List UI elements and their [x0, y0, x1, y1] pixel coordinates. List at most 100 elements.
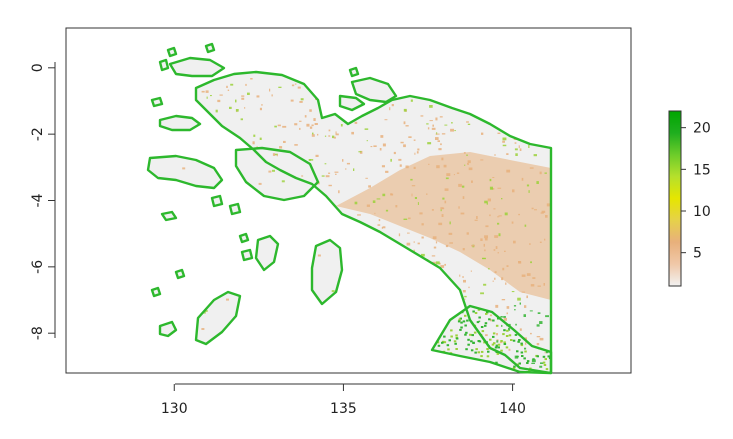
terrain-speckle — [297, 86, 301, 89]
terrain-speckle — [484, 238, 488, 241]
terrain-speckle — [543, 283, 545, 286]
terrain-speckle — [521, 177, 524, 181]
terrain-speckle — [463, 279, 466, 283]
small-island-outline — [348, 66, 360, 78]
terrain-speckle — [306, 123, 310, 127]
terrain-speckle — [226, 298, 229, 301]
terrain-speckle — [470, 340, 473, 343]
terrain-speckle — [419, 212, 423, 215]
terrain-speckle — [368, 185, 371, 188]
terrain-speckle — [480, 292, 484, 295]
terrain-speckle — [521, 355, 524, 357]
y-tick-label: 0 — [30, 63, 46, 72]
terrain-speckle — [468, 167, 473, 171]
terrain-speckle — [544, 358, 547, 361]
terrain-speckle — [444, 263, 446, 266]
kai-islands — [256, 236, 278, 270]
terrain-speckle — [241, 95, 245, 97]
terrain-speckle — [354, 121, 358, 124]
terrain-speckle — [462, 276, 464, 278]
terrain-speckle — [411, 193, 413, 197]
terrain-speckle — [460, 326, 463, 329]
terrain-speckle — [325, 175, 330, 178]
terrain-speckle — [503, 317, 507, 321]
terrain-speckle — [471, 334, 474, 337]
terrain-speckle — [472, 310, 475, 313]
terrain-speckle — [532, 358, 535, 361]
terrain-speckle — [407, 232, 410, 234]
terrain-speckle — [204, 309, 208, 312]
terrain-speckle — [309, 109, 312, 112]
terrain-speckle — [529, 310, 533, 312]
terrain-speckle — [333, 136, 336, 139]
terrain-speckle — [450, 335, 453, 338]
terrain-speckle — [482, 257, 485, 259]
terrain-speckle — [261, 104, 263, 106]
terrain-speckle — [435, 137, 439, 140]
terrain-speckle — [380, 135, 384, 138]
terrain-speckle — [408, 136, 412, 138]
terrain-speckle — [427, 127, 430, 130]
terrain-speckle — [358, 151, 362, 153]
terrain-speckle — [526, 273, 531, 276]
terrain-speckle — [382, 143, 386, 147]
terrain-speckle — [458, 206, 460, 209]
terrain-speckle — [497, 222, 500, 225]
terrain-speckle — [290, 99, 294, 102]
terrain-speckle — [438, 148, 442, 151]
terrain-speckle — [529, 167, 534, 169]
terrain-speckle — [465, 348, 468, 351]
terrain-speckle — [503, 341, 506, 344]
terrain-speckle — [460, 321, 463, 324]
terrain-speckle — [433, 246, 437, 249]
terrain-speckle — [321, 175, 325, 177]
terrain-speckle — [532, 277, 536, 279]
terrain-speckle — [519, 148, 522, 151]
terrain-speckle — [449, 242, 453, 244]
terrain-speckle — [496, 333, 498, 336]
terrain-speckle — [512, 189, 515, 193]
terrain-speckle — [445, 244, 449, 248]
terrain-speckle — [281, 180, 285, 183]
terrain-speckle — [513, 305, 517, 307]
terrain-speckle — [332, 135, 335, 139]
terrain-speckle — [299, 127, 301, 130]
terrain-speckle — [480, 238, 483, 241]
terrain-speckle — [508, 334, 512, 337]
terrain-speckle — [311, 134, 315, 137]
terrain-speckle — [474, 219, 478, 221]
terrain-speckle — [497, 216, 500, 218]
terrain-speckle — [437, 140, 440, 142]
terrain-speckle — [487, 350, 490, 353]
terrain-speckle — [245, 83, 247, 86]
bomberai-peninsula-outline — [234, 146, 320, 202]
terrain-speckle — [481, 330, 485, 333]
small-island-outline — [158, 320, 178, 338]
terrain-speckle — [210, 95, 212, 97]
terrain-speckle — [309, 159, 314, 161]
terrain-speckle — [462, 290, 466, 293]
terrain-speckle — [426, 123, 429, 125]
terrain-speckle — [370, 146, 373, 148]
terrain-speckle — [488, 318, 491, 321]
legend-tick-label: 10 — [693, 204, 711, 220]
terrain-speckle — [534, 209, 537, 211]
terrain-speckle — [494, 277, 496, 280]
y-tick-label: -4 — [30, 193, 46, 207]
terrain-speckle — [464, 314, 467, 317]
terrain-speckle — [514, 148, 518, 151]
terrain-speckle — [471, 244, 475, 247]
terrain-speckle — [398, 233, 401, 237]
small-island-outline — [228, 202, 242, 216]
terrain-speckle — [515, 323, 517, 326]
terrain-speckle — [526, 295, 528, 299]
terrain-speckle — [478, 320, 481, 322]
terrain-speckle — [536, 343, 540, 346]
misool-island — [160, 116, 200, 130]
terrain-speckle — [277, 124, 281, 127]
terrain-speckle — [514, 309, 516, 311]
terrain-speckle — [274, 153, 278, 156]
terrain-speckle — [484, 249, 486, 252]
x-tick-label: 135 — [330, 401, 357, 417]
terrain-speckle — [520, 342, 523, 345]
